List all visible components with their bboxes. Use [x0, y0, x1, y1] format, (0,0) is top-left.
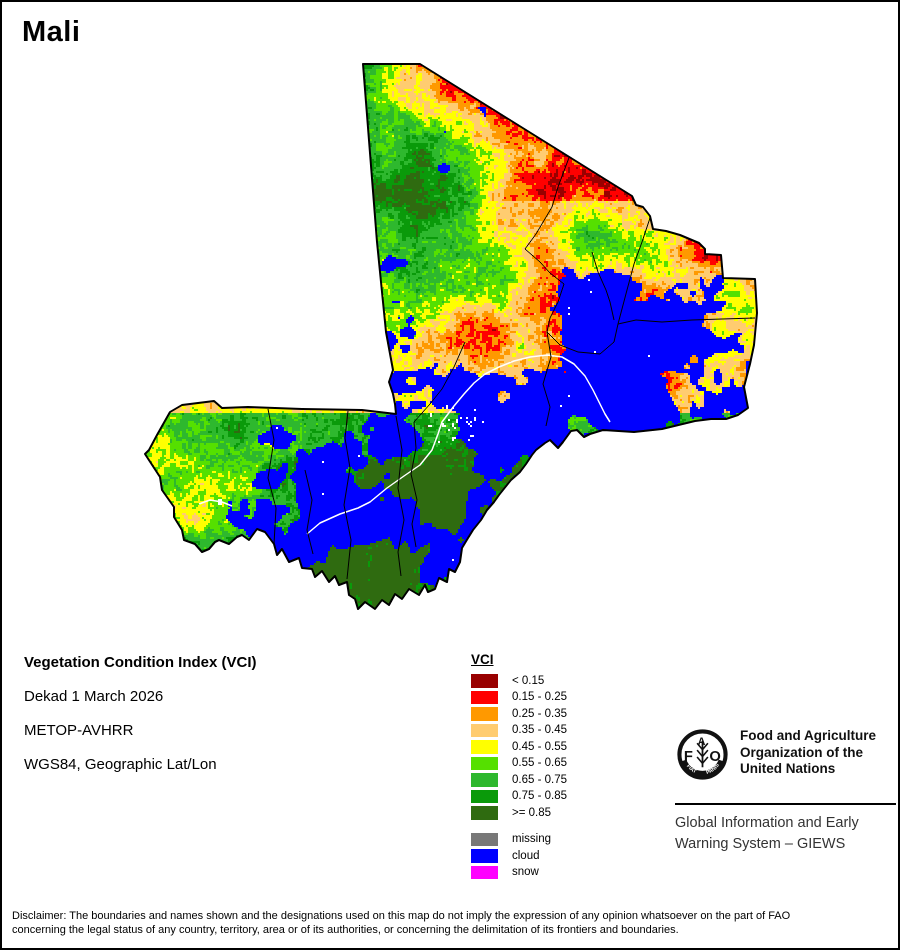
legend-label: 0.25 - 0.35: [512, 707, 567, 720]
legend-label: 0.55 - 0.65: [512, 757, 567, 770]
legend-row: 0.55 - 0.65: [471, 756, 567, 770]
disclaimer: Disclaimer: The boundaries and names sho…: [12, 910, 894, 937]
legend-swatch: [471, 723, 498, 737]
legend-label: 0.65 - 0.75: [512, 773, 567, 786]
info-product-line: Vegetation Condition Index (VCI): [24, 654, 257, 671]
fao-letter-a: A: [698, 736, 706, 748]
legend-swatch: [471, 756, 498, 770]
legend-swatch: [471, 674, 498, 688]
divider-rule: [675, 803, 896, 805]
fao-name-line-3: United Nations: [740, 761, 836, 776]
legend-row: 0.65 - 0.75: [471, 773, 567, 787]
fao-name-line-1: Food and Agriculture: [740, 728, 876, 743]
fao-name: Food and Agriculture Organization of the…: [740, 728, 876, 778]
legend-heading: VCI: [471, 652, 494, 667]
fao-block: F O A FIAT PANIS Food and Agriculture Or…: [674, 728, 898, 863]
info-projection-line: WGS84, Geographic Lat/Lon: [24, 756, 217, 773]
legend-label: 0.75 - 0.85: [512, 790, 567, 803]
fao-logo-icon: F O A FIAT PANIS: [677, 729, 728, 780]
legend-label: cloud: [512, 849, 540, 862]
legend-label: 0.35 - 0.45: [512, 724, 567, 737]
giews-caption: Global Information and Early Warning Sys…: [675, 813, 859, 855]
mali-vci-map-canvas: [142, 57, 774, 642]
legend-extra-list: missing cloud snow: [471, 832, 567, 879]
legend-swatch: [471, 740, 498, 754]
info-sensor-line: METOP-AVHRR: [24, 722, 134, 739]
legend-row: < 0.15: [471, 674, 567, 688]
legend-row: 0.45 - 0.55: [471, 740, 567, 754]
legend-label: missing: [512, 833, 551, 846]
legend-row: cloud: [471, 849, 567, 863]
legend-swatch: [471, 806, 498, 820]
disclaimer-line-1: Disclaimer: The boundaries and names sho…: [12, 910, 791, 922]
wheat-ears-icon: [696, 742, 709, 764]
legend-row: 0.15 - 0.25: [471, 690, 567, 704]
legend-row: >= 0.85: [471, 806, 567, 820]
fao-motto-fiat: FIAT: [685, 764, 698, 776]
disclaimer-line-2: concerning the legal status of any count…: [12, 923, 679, 936]
legend-row: snow: [471, 865, 567, 879]
giews-line-2: Warning System – GIEWS: [675, 836, 846, 852]
legend-label: >= 0.85: [512, 806, 552, 819]
map-info-block: Vegetation Condition Index (VCI) Dekad 1…: [24, 654, 257, 790]
legend-swatch: [471, 865, 498, 879]
legend-label: 0.15 - 0.25: [512, 691, 567, 704]
legend-swatch: [471, 690, 498, 704]
legend-row: missing: [471, 832, 567, 846]
legend-label: 0.45 - 0.55: [512, 740, 567, 753]
giews-line-1: Global Information and Early: [675, 815, 859, 831]
legend-class-list: < 0.15 0.15 - 0.25 0.25 - 0.35 0.35 - 0.45 0…: [471, 674, 567, 820]
legend-swatch: [471, 832, 498, 846]
legend-row: 0.25 - 0.35: [471, 707, 567, 721]
legend-swatch: [471, 849, 498, 863]
page-title: Mali: [22, 16, 81, 48]
legend-swatch: [471, 789, 498, 803]
legend-row: 0.35 - 0.45: [471, 723, 567, 737]
legend-label: < 0.15: [512, 674, 545, 687]
legend-row: 0.75 - 0.85: [471, 789, 567, 803]
fao-letter-f: F: [684, 749, 693, 765]
legend-label: snow: [512, 866, 539, 879]
legend-swatch: [471, 707, 498, 721]
fao-letter-o: O: [709, 749, 720, 765]
info-dekad-line: Dekad 1 March 2026: [24, 688, 164, 705]
fao-name-line-2: Organization of the: [740, 744, 863, 760]
vci-legend: VCI < 0.15 0.15 - 0.25 0.25 - 0.35 0.35 - 0…: [471, 652, 567, 882]
legend-swatch: [471, 773, 498, 787]
fao-bottom-band: [679, 759, 726, 779]
